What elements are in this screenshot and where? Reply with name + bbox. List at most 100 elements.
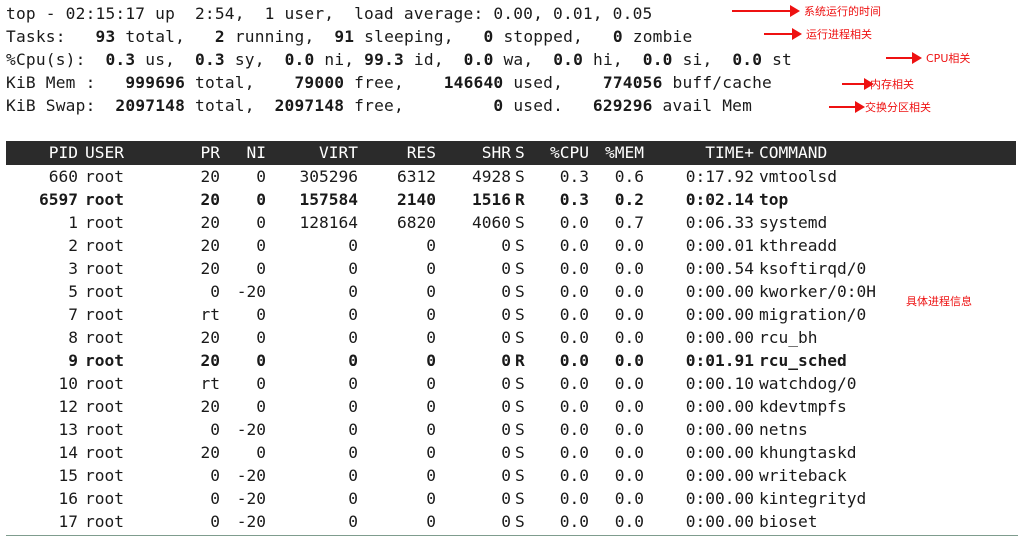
- process-row[interactable]: 10 root rt 0 0 0 0 S 0.0 0.0 0:00.10 watchdog/0: [6, 372, 1016, 395]
- cell-pid: 1: [68, 213, 78, 232]
- cell-shr: 0: [501, 259, 511, 278]
- cell-priority: 20: [200, 351, 221, 370]
- process-row[interactable]: 12 root 20 0 0 0 0 S 0.0 0.0 0:00.00 kdevtmpfs: [6, 395, 1016, 418]
- process-row[interactable]: 7 root rt 0 0 0 0 S 0.0 0.0 0:00.00 migration/0: [6, 303, 1016, 326]
- cell-priority: 0: [210, 489, 220, 508]
- cell-nice: 0: [256, 190, 266, 209]
- cell-mem: 0.0: [614, 305, 644, 324]
- cell-state: R: [515, 190, 525, 209]
- cell-state: S: [515, 259, 525, 278]
- annotation-cpu: CPU相关: [886, 50, 970, 66]
- cell-time: 0:00.00: [685, 305, 754, 324]
- process-row[interactable]: 15 root 0 -20 0 0 0 S 0.0 0.0 0:00.00 writeback: [6, 464, 1016, 487]
- cell-cpu: 0.0: [559, 374, 589, 393]
- cell-mem: 0.0: [614, 236, 644, 255]
- cell-nice: 0: [256, 236, 266, 255]
- cell-pid: 3: [68, 259, 78, 278]
- cell-mem: 0.0: [614, 374, 644, 393]
- process-row[interactable]: 16 root 0 -20 0 0 0 S 0.0 0.0 0:00.00 kintegrityd: [6, 487, 1016, 510]
- cell-pid: 17: [58, 512, 79, 531]
- cell-cpu: 0.0: [559, 489, 589, 508]
- cell-mem: 0.0: [614, 351, 644, 370]
- cell-mem: 0.6: [614, 167, 644, 186]
- cell-shr: 0: [501, 512, 511, 531]
- process-row[interactable]: 5 root 0 -20 0 0 0 S 0.0 0.0 0:00.00 kworker/0:0H: [6, 280, 1016, 303]
- cell-mem: 0.0: [614, 512, 644, 531]
- process-row[interactable]: 17 root 0 -20 0 0 0 S 0.0 0.0 0:00.00 bioset: [6, 510, 1016, 533]
- process-row[interactable]: 660 root 20 0 305296 6312 4928 S 0.3 0.6 0:17.92 vm…: [6, 165, 1016, 188]
- cell-state: R: [515, 351, 525, 370]
- cell-time: 0:01.91: [685, 351, 754, 370]
- cell-pid: 12: [58, 397, 79, 416]
- cell-user: root: [85, 420, 124, 439]
- cell-command: top: [759, 190, 789, 209]
- cell-pid: 9: [68, 351, 78, 370]
- cell-shr: 0: [501, 489, 511, 508]
- cell-virt: 0: [348, 259, 358, 278]
- cell-command: rcu_sched: [759, 351, 847, 370]
- cell-mem: 0.0: [614, 397, 644, 416]
- header-command: COMMAND: [759, 143, 828, 162]
- annotation-swap: 交换分区相关: [829, 99, 931, 115]
- cell-state: S: [515, 305, 525, 324]
- cell-time: 0:06.33: [685, 213, 754, 232]
- cell-time: 0:00.00: [685, 489, 754, 508]
- summary-uptime-line: top - 02:15:17 up 2:54, 1 user, load ave…: [6, 4, 653, 23]
- cell-priority: 20: [200, 190, 221, 209]
- cell-nice: 0: [256, 167, 266, 186]
- cell-cpu: 0.0: [559, 213, 589, 232]
- header-cpu: %CPU: [550, 143, 589, 162]
- cell-shr: 0: [501, 328, 511, 347]
- cell-command: migration/0: [759, 305, 867, 324]
- header-pid: PID: [48, 143, 78, 162]
- summary-mem-line: KiB Mem : 999696 total, 79000 free, 1466…: [6, 73, 772, 92]
- cell-priority: 0: [210, 466, 220, 485]
- cell-shr: 4928: [472, 167, 511, 186]
- cell-pid: 8: [68, 328, 78, 347]
- cell-command: vmtoolsd: [759, 167, 837, 186]
- header-virt: VIRT: [319, 143, 358, 162]
- cell-user: root: [85, 512, 124, 531]
- cell-mem: 0.0: [614, 259, 644, 278]
- cell-command: bioset: [759, 512, 818, 531]
- cell-user: root: [85, 167, 124, 186]
- cell-virt: 128164: [299, 213, 358, 232]
- process-row[interactable]: 8 root 20 0 0 0 0 S 0.0 0.0 0:00.00 rcu_bh: [6, 326, 1016, 349]
- cell-res: 0: [426, 259, 436, 278]
- cell-user: root: [85, 282, 124, 301]
- cell-time: 0:00.00: [685, 397, 754, 416]
- cell-res: 6312: [397, 167, 436, 186]
- process-row[interactable]: 9 root 20 0 0 0 0 R 0.0 0.0 0:01.91 rcu_sched: [6, 349, 1016, 372]
- cell-res: 0: [426, 351, 436, 370]
- process-row[interactable]: 14 root 20 0 0 0 0 S 0.0 0.0 0:00.00 khungtaskd: [6, 441, 1016, 464]
- cell-pid: 660: [48, 167, 78, 186]
- cell-res: 0: [426, 236, 436, 255]
- cell-command: khungtaskd: [759, 443, 857, 462]
- process-row[interactable]: 3 root 20 0 0 0 0 S 0.0 0.0 0:00.54 ksoftirqd/0: [6, 257, 1016, 280]
- cell-virt: 0: [348, 512, 358, 531]
- cell-shr: 0: [501, 351, 511, 370]
- cell-pid: 10: [58, 374, 79, 393]
- cell-virt: 0: [348, 328, 358, 347]
- cell-user: root: [85, 397, 124, 416]
- cell-mem: 0.7: [614, 213, 644, 232]
- annotation-process: 具体进程信息: [906, 295, 972, 308]
- cell-cpu: 0.0: [559, 328, 589, 347]
- cell-cpu: 0.0: [559, 443, 589, 462]
- cell-priority: 20: [200, 236, 221, 255]
- process-row[interactable]: 1 root 20 0 128164 6820 4060 S 0.0 0.7 0:06.33 syst…: [6, 211, 1016, 234]
- cell-virt: 0: [348, 443, 358, 462]
- process-row[interactable]: 2 root 20 0 0 0 0 S 0.0 0.0 0:00.01 kthreadd: [6, 234, 1016, 257]
- cell-priority: 20: [200, 397, 221, 416]
- cell-res: 2140: [397, 190, 436, 209]
- cell-shr: 0: [501, 236, 511, 255]
- process-row[interactable]: 6597 root 20 0 157584 2140 1516 R 0.3 0.2 0:02.14 t…: [6, 188, 1016, 211]
- cell-cpu: 0.0: [559, 397, 589, 416]
- cell-time: 0:00.10: [685, 374, 754, 393]
- process-row[interactable]: 13 root 0 -20 0 0 0 S 0.0 0.0 0:00.00 netns: [6, 418, 1016, 441]
- cell-command: ksoftirqd/0: [759, 259, 867, 278]
- cell-nice: 0: [256, 443, 266, 462]
- cell-user: root: [85, 443, 124, 462]
- cell-priority: 0: [210, 420, 220, 439]
